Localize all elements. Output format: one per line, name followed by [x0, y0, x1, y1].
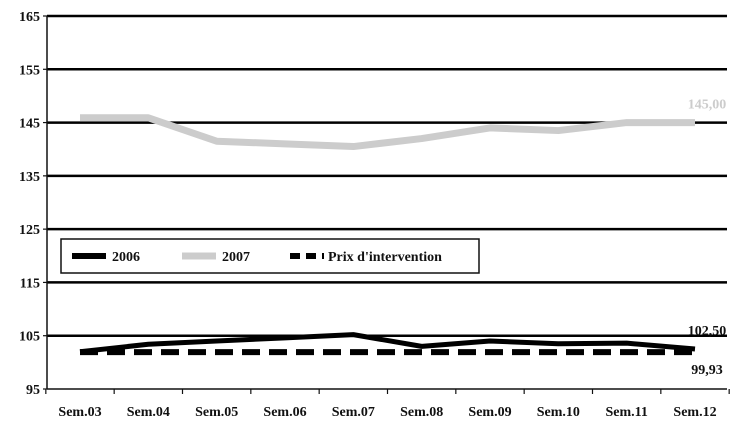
x-tick-label: Sem.09 — [468, 405, 511, 420]
x-axis-ticks: Sem.03 Sem.04 Sem.05 Sem.06 Sem.07 Sem.08 Sem.… — [45, 389, 730, 420]
x-tick-label: Sem.04 — [127, 405, 170, 420]
y-tick-label: 135 — [19, 170, 40, 185]
y-axis-ticks: 95 105 115 125 135 145 155 165 — [19, 10, 47, 398]
x-tick-label: Sem.07 — [332, 405, 375, 420]
series-line-1 — [80, 114, 695, 151]
data-labels: 145,00 102,50 99,93 — [688, 98, 727, 379]
axes — [46, 16, 727, 390]
series-lines — [79, 114, 696, 356]
y-tick-label: 165 — [19, 10, 40, 25]
plot-area — [47, 16, 727, 389]
x-tick-label: Sem.12 — [673, 405, 716, 420]
y-tick-label: 125 — [19, 223, 40, 238]
x-tick-label: Sem.10 — [537, 405, 580, 420]
x-tick-label: Sem.03 — [58, 405, 101, 420]
y-tick-label: 155 — [19, 63, 40, 78]
x-tick-label: Sem.05 — [195, 405, 238, 420]
legend-label: 2006 — [112, 250, 140, 265]
legend-box — [60, 238, 480, 274]
y-tick-label: 115 — [20, 276, 40, 291]
series-line-0 — [79, 332, 696, 355]
y-tick-label: 95 — [26, 383, 40, 398]
y-tick-label: 105 — [19, 330, 40, 345]
data-label: 102,50 — [688, 324, 727, 339]
data-label: 145,00 — [688, 98, 727, 113]
legend-label: Prix d'intervention — [328, 250, 442, 265]
y-tick-label: 145 — [19, 117, 40, 132]
legend: 2006 2007 Prix d'intervention — [60, 238, 480, 274]
legend-label: 2007 — [222, 250, 250, 265]
x-tick-label: Sem.06 — [263, 405, 306, 420]
data-label: 99,93 — [691, 363, 723, 378]
x-tick-label: Sem.08 — [400, 405, 443, 420]
x-tick-label: Sem.11 — [605, 405, 647, 420]
